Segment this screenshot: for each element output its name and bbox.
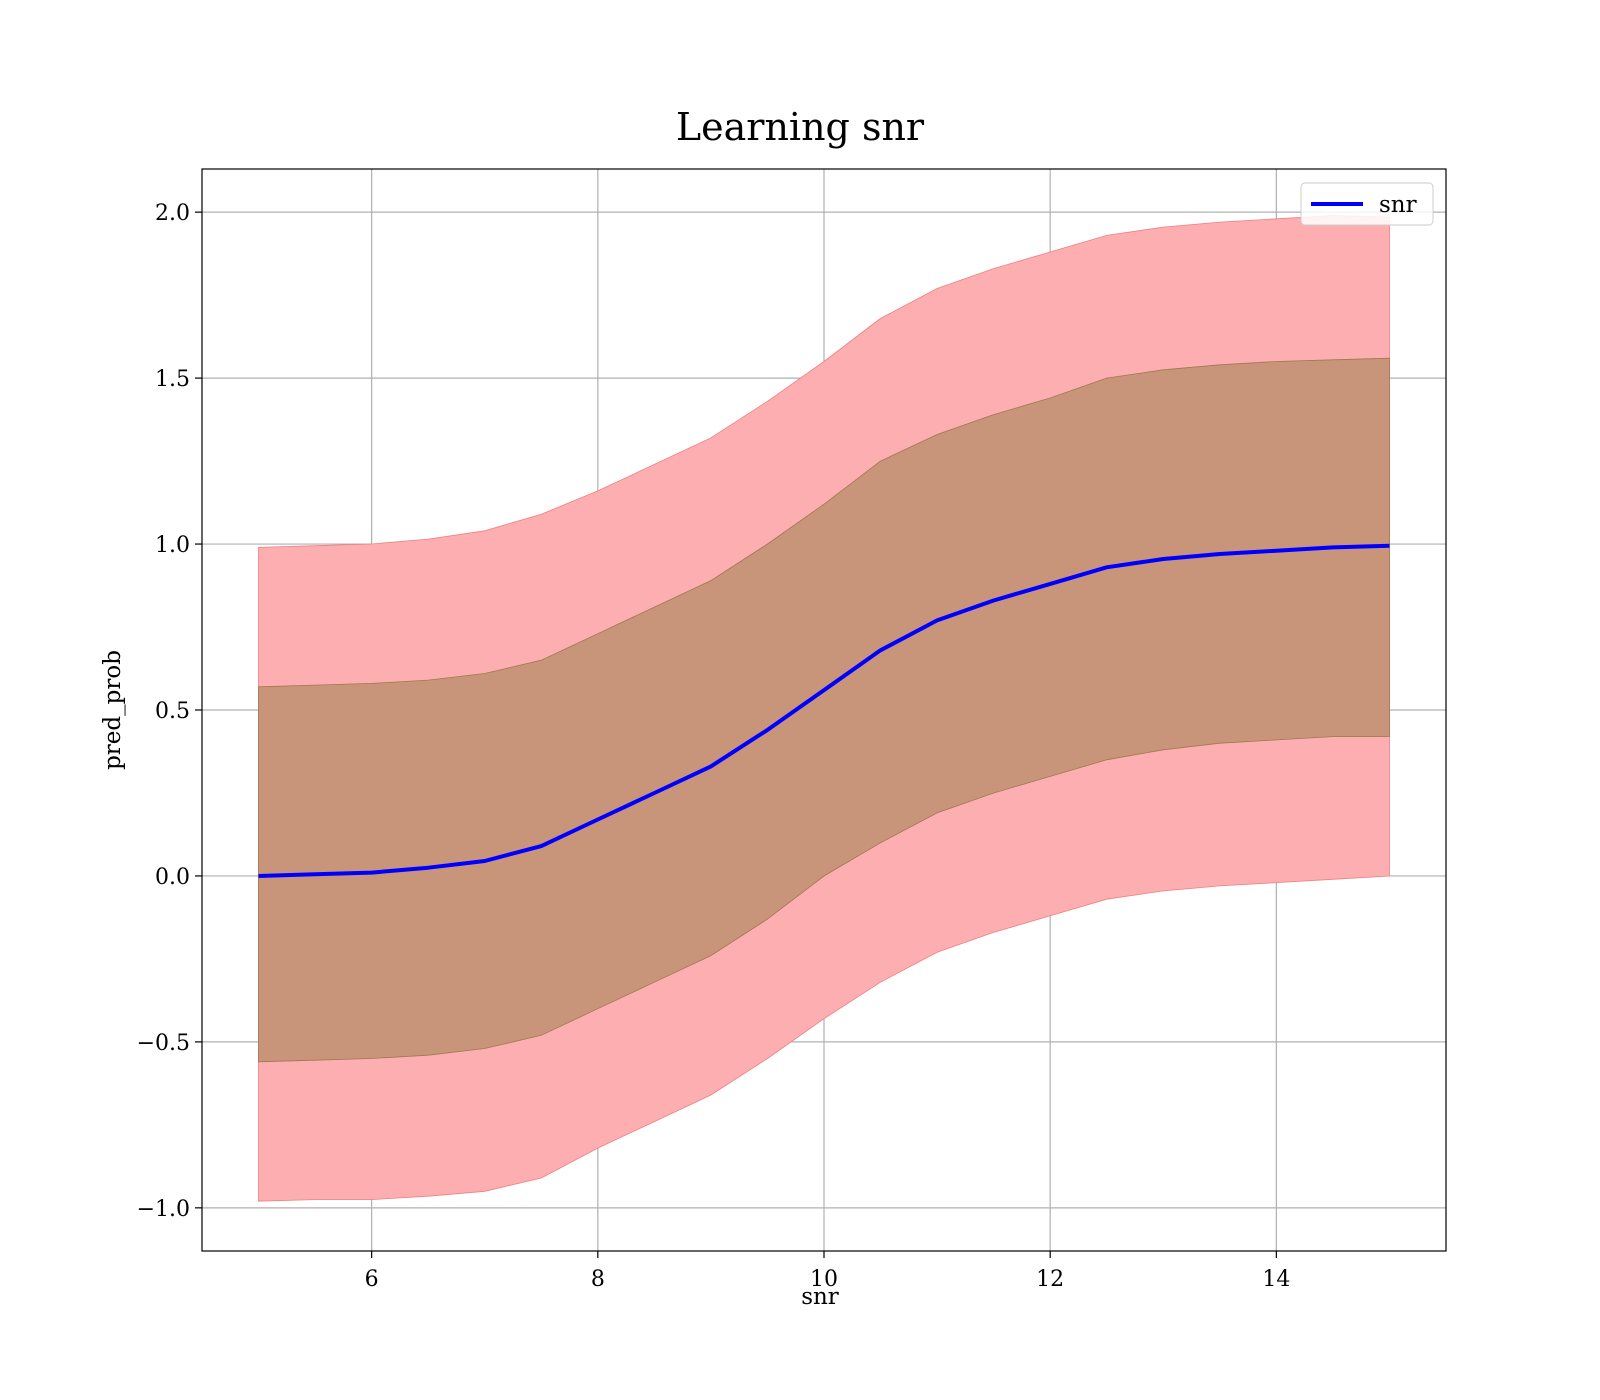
x-tick-label: 10 (810, 1267, 838, 1292)
y-tick-label: 0.0 (155, 865, 190, 890)
x-axis-label: snr (801, 1284, 839, 1310)
chart-title: Learning snr (676, 105, 925, 149)
x-tick-label: 14 (1262, 1267, 1290, 1292)
series-line-snr (258, 543, 1390, 878)
y-tick-label: −1.0 (137, 1197, 190, 1222)
y-tick-label: 1.0 (155, 533, 190, 558)
y-tick-label: 2.0 (155, 201, 190, 226)
y-axis-label: pred_prob (100, 650, 126, 770)
y-tick-label: 1.5 (155, 367, 190, 392)
x-tick-label: 12 (1036, 1267, 1064, 1292)
legend-label: snr (1379, 192, 1417, 218)
y-tick-label: 0.5 (155, 699, 190, 724)
x-tick-label: 6 (365, 1267, 379, 1292)
axis-ticks: 6 8 10 12 14 −1.0 −0.5 0.0 0.5 1.0 1.5 2.0 (137, 201, 1291, 1292)
x-tick-label: 8 (591, 1267, 605, 1292)
series-lines (258, 543, 1390, 878)
inner-band (258, 357, 1390, 1063)
legend-box (1300, 182, 1434, 226)
confidence-bands (258, 215, 1390, 1202)
legend: snr (1300, 182, 1434, 226)
y-tick-label: −0.5 (137, 1031, 190, 1056)
